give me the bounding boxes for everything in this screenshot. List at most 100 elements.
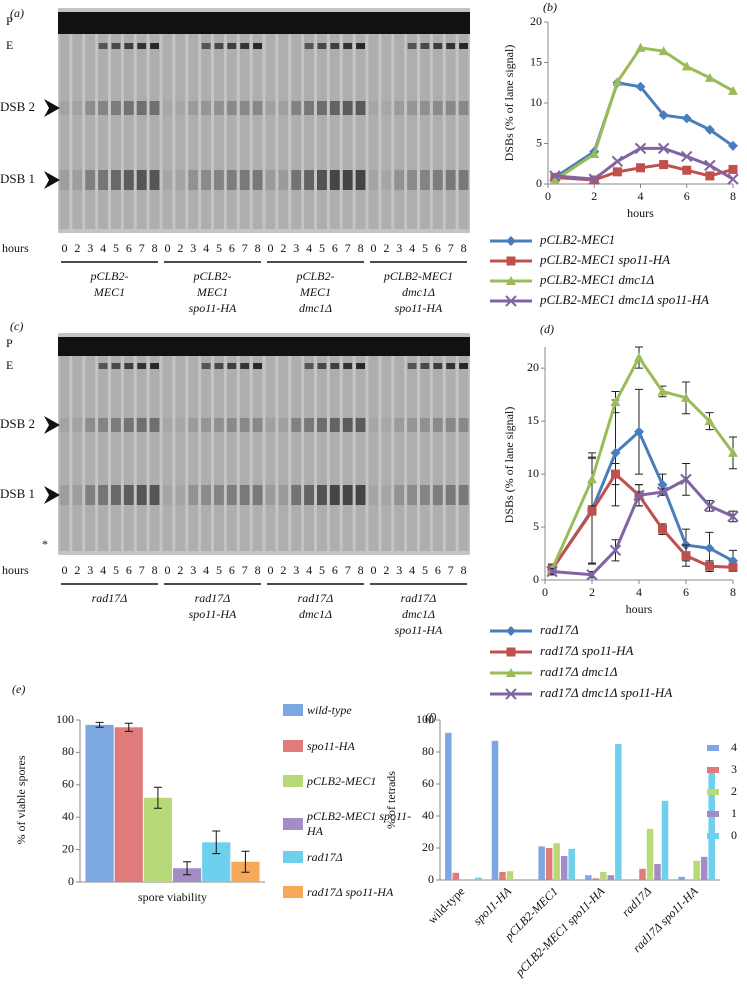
gel-band <box>240 43 250 49</box>
gel-band <box>137 43 147 49</box>
gel-band <box>149 485 160 505</box>
legend-label: 4 <box>731 740 737 754</box>
marker <box>658 110 669 121</box>
gel-band <box>368 170 379 190</box>
gel-band <box>253 363 262 369</box>
gel-band <box>162 485 173 505</box>
marker <box>635 81 646 92</box>
lane-label: 6 <box>332 563 338 577</box>
gel-band <box>226 170 237 190</box>
marker <box>611 155 624 168</box>
lane-label: 5 <box>422 563 428 577</box>
gel-band <box>123 170 134 190</box>
y-tick-label: 100 <box>56 712 74 726</box>
gel-band <box>149 170 160 190</box>
marker <box>610 397 621 407</box>
gel-band <box>330 43 340 49</box>
gel-band <box>214 418 224 432</box>
strain-label: dmc1Δ <box>299 301 332 315</box>
strain-label: dmc1Δ <box>402 607 435 621</box>
gel-band <box>227 363 237 369</box>
lane-label: 6 <box>435 563 441 577</box>
gel-band <box>227 43 237 49</box>
x-axis-label: hours <box>626 602 653 616</box>
gel-band <box>291 485 302 505</box>
marker <box>681 150 693 163</box>
gel-band <box>317 485 327 505</box>
gel-band <box>149 418 160 432</box>
gel-band <box>188 170 199 190</box>
x-tick-label: 0 <box>542 585 548 599</box>
gel-band <box>162 170 173 190</box>
marker <box>658 46 669 56</box>
lane-label: 0 <box>164 241 170 255</box>
marker <box>682 165 692 175</box>
lane-label: 2 <box>177 563 183 577</box>
lane-label: 7 <box>139 563 145 577</box>
gel-lane <box>85 353 96 551</box>
marker <box>705 171 715 181</box>
gel-band <box>188 101 199 115</box>
gel-band <box>265 101 276 115</box>
lane-label: 4 <box>409 563 415 577</box>
gel-band <box>252 418 263 432</box>
gel-lane <box>252 353 263 551</box>
gel-band <box>329 170 340 190</box>
lane-label: 4 <box>409 241 415 255</box>
gel-lane <box>214 28 224 229</box>
gel-band <box>136 418 147 432</box>
arrowhead <box>44 486 60 504</box>
series-line <box>550 354 735 571</box>
bar <box>560 856 568 880</box>
x-tick-label: spore viability <box>138 890 207 904</box>
y-tick-label: 40 <box>62 809 74 823</box>
gel-lane <box>111 353 121 551</box>
lane-label: 5 <box>319 241 325 255</box>
gel-lane <box>136 353 147 551</box>
gel-band <box>175 101 186 115</box>
gel-band <box>368 485 379 505</box>
gel-band <box>304 170 314 190</box>
band-label: DSB 1 <box>0 171 35 186</box>
lane-label: 0 <box>370 241 376 255</box>
gel-lane <box>394 28 405 229</box>
star-label: * <box>42 537 48 551</box>
arrowhead <box>44 416 60 434</box>
gel-band <box>278 485 289 505</box>
bar <box>545 848 553 880</box>
gel-band <box>445 485 456 505</box>
gel-band <box>368 418 379 432</box>
legend-swatch <box>283 851 303 863</box>
gel-band <box>72 101 83 115</box>
gel-band <box>278 101 289 115</box>
panel-label: (c) <box>10 319 23 333</box>
marker <box>704 416 715 426</box>
lane-label: 0 <box>61 563 67 577</box>
lane-label: 0 <box>164 563 170 577</box>
gel-band <box>58 337 470 356</box>
gel-band <box>317 43 327 49</box>
legend-swatch <box>283 775 303 787</box>
bar <box>491 740 499 880</box>
gel-lane <box>111 28 121 229</box>
x-tick-label: 2 <box>591 189 597 203</box>
x-tick-label: 6 <box>683 585 689 599</box>
marker <box>657 386 668 396</box>
gel-lane <box>175 353 186 551</box>
gel-lane <box>381 28 392 229</box>
gel-band <box>355 101 366 115</box>
marker <box>727 173 739 185</box>
lane-label: 6 <box>229 563 235 577</box>
gel-band <box>98 418 108 432</box>
gel-band <box>72 170 83 190</box>
lane-label: 8 <box>358 563 364 577</box>
gel-band <box>149 101 160 115</box>
gel-band <box>253 43 262 49</box>
strain-label: spo11-HA <box>189 607 237 621</box>
gel-band <box>265 418 276 432</box>
bar <box>85 724 114 882</box>
legend-swatch <box>707 767 719 773</box>
gel-band <box>356 363 365 369</box>
marker <box>506 647 516 657</box>
